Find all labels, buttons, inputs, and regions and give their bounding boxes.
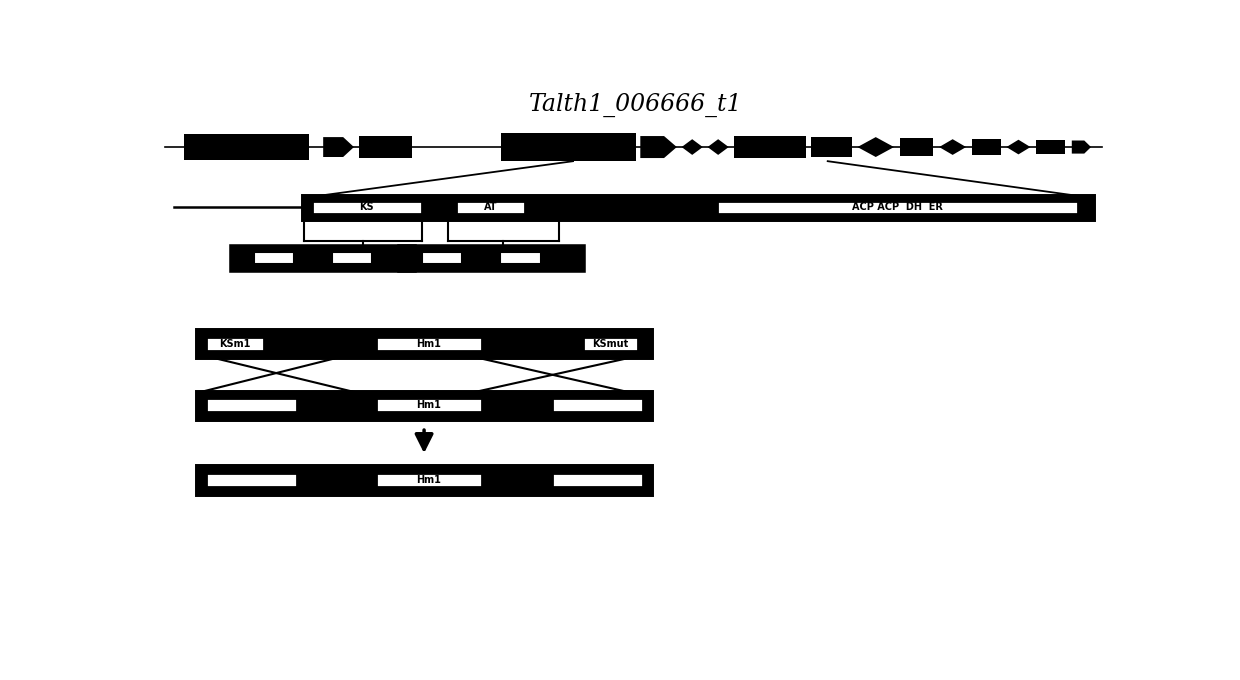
Bar <box>198 392 650 418</box>
Bar <box>583 337 639 351</box>
Bar <box>900 138 934 156</box>
Bar <box>501 252 541 265</box>
Bar <box>972 139 1001 155</box>
Text: AT: AT <box>484 202 497 212</box>
Bar <box>198 467 650 492</box>
Bar <box>552 398 644 413</box>
Bar <box>198 331 650 356</box>
Bar <box>254 252 294 265</box>
Text: ACP ACP  DH  ER: ACP ACP DH ER <box>852 202 942 212</box>
Bar <box>501 133 635 161</box>
Polygon shape <box>939 139 966 155</box>
Text: Hm1: Hm1 <box>417 339 441 349</box>
Text: KS: KS <box>360 202 374 212</box>
Bar <box>376 473 481 488</box>
Bar <box>422 252 463 265</box>
Polygon shape <box>640 136 677 158</box>
Text: Talth1_006666_t1: Talth1_006666_t1 <box>528 93 743 117</box>
Bar <box>332 252 372 265</box>
Polygon shape <box>324 137 353 157</box>
Bar <box>206 473 298 488</box>
Text: Hm1: Hm1 <box>417 475 441 485</box>
Bar <box>717 201 1078 214</box>
Bar <box>206 398 298 413</box>
Bar <box>304 197 1092 218</box>
Bar <box>232 247 414 270</box>
Bar <box>358 136 412 158</box>
Text: KSmut: KSmut <box>593 339 629 349</box>
Bar <box>1037 139 1065 154</box>
Text: Hm1: Hm1 <box>417 401 441 410</box>
Bar <box>456 201 525 214</box>
Bar <box>206 337 264 351</box>
Polygon shape <box>1007 139 1030 154</box>
Bar <box>376 337 481 351</box>
Bar <box>401 247 583 270</box>
Bar <box>811 137 852 157</box>
Polygon shape <box>858 137 894 157</box>
Bar <box>184 134 309 160</box>
Polygon shape <box>682 139 703 155</box>
Polygon shape <box>708 139 729 155</box>
Bar <box>734 136 806 158</box>
Bar <box>376 398 481 413</box>
Bar <box>311 201 422 214</box>
Polygon shape <box>1071 141 1091 154</box>
Bar <box>552 473 644 488</box>
Text: KSm1: KSm1 <box>219 339 250 349</box>
